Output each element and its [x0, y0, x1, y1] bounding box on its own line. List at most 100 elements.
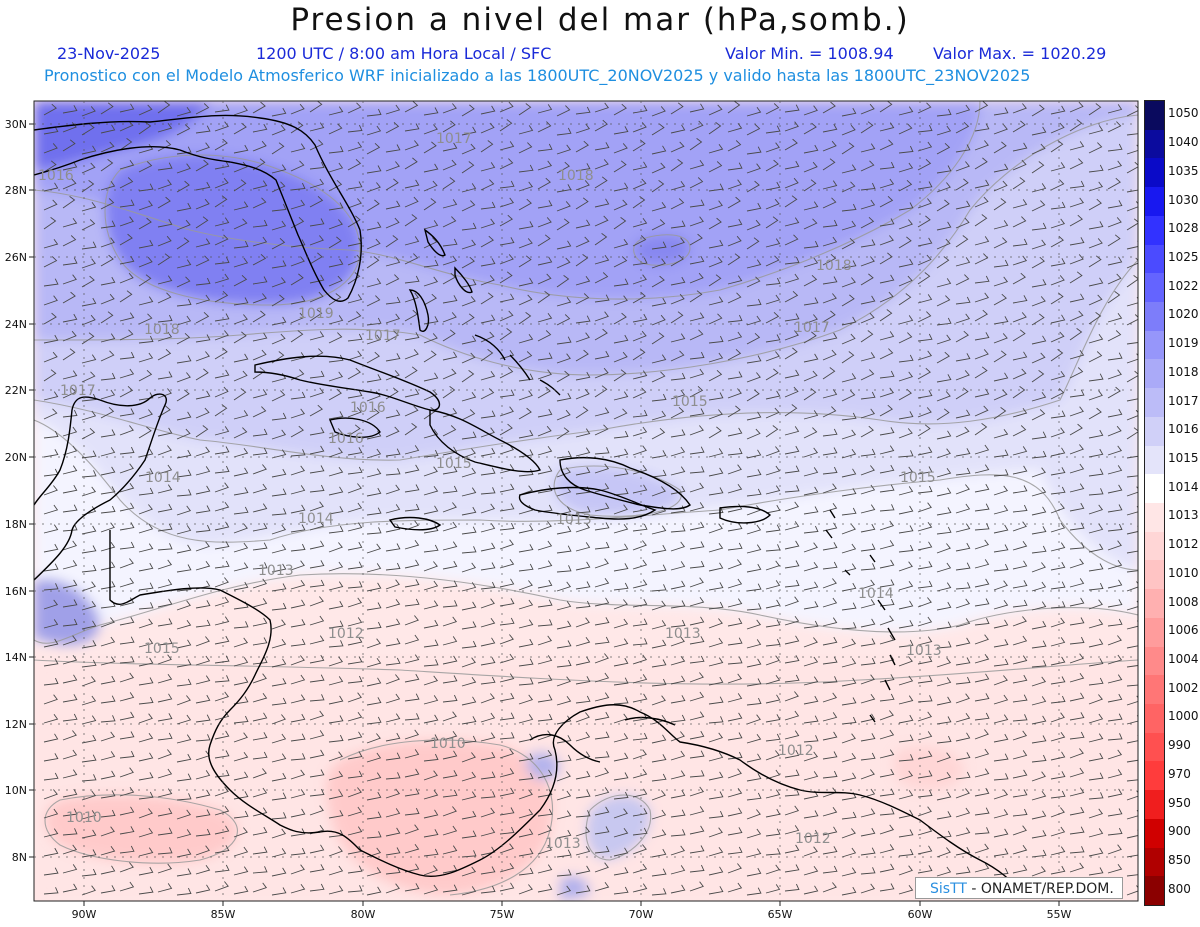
wind-barb	[423, 449, 439, 458]
wind-barb	[290, 160, 305, 172]
wind-barb	[898, 790, 914, 800]
wind-barb	[100, 715, 116, 723]
wind-barb	[404, 464, 420, 474]
wind-barb	[537, 521, 552, 532]
wind-barb	[176, 505, 192, 516]
wind-barb	[974, 405, 989, 417]
wind-barb	[1107, 523, 1123, 532]
wind-barb	[556, 353, 571, 364]
wind-barb	[157, 292, 172, 304]
wind-barb	[461, 256, 475, 269]
wind-barb	[670, 695, 686, 704]
wind-barb	[518, 678, 534, 686]
wind-barb	[670, 675, 686, 685]
wind-barb	[879, 559, 895, 569]
wind-barb	[898, 202, 914, 211]
wind-barb	[214, 596, 230, 607]
wind-barb	[860, 273, 874, 286]
colorbar-cell	[1145, 589, 1164, 619]
wind-barb	[670, 809, 686, 818]
wind-barb	[765, 198, 780, 210]
wind-barb	[271, 294, 285, 307]
wind-barb	[708, 562, 724, 572]
wind-barb	[138, 562, 154, 572]
wind-barb	[499, 254, 514, 265]
wind-barb	[632, 139, 646, 152]
wind-barb	[1126, 525, 1138, 535]
wind-barb	[100, 198, 115, 210]
wind-barb	[385, 638, 401, 647]
wind-barb	[1012, 674, 1028, 684]
wind-barb	[157, 768, 173, 779]
wind-barb	[290, 239, 306, 248]
wind-barb	[518, 867, 534, 876]
wind-barb	[385, 562, 401, 571]
wind-barb	[1031, 754, 1047, 763]
wind-barb	[233, 621, 249, 629]
wind-barb	[100, 770, 116, 780]
wind-barb	[575, 349, 589, 362]
wind-barb	[119, 502, 135, 512]
wind-barb	[366, 752, 382, 763]
wind-barb	[214, 501, 230, 512]
lat-label: 14N	[5, 651, 27, 664]
wind-barb	[898, 770, 914, 781]
wind-barb	[366, 142, 381, 155]
wind-barb	[765, 560, 781, 571]
wind-barb	[1069, 502, 1085, 512]
wind-barb	[765, 334, 781, 343]
wind-barb	[62, 694, 78, 703]
wind-barb	[898, 714, 914, 724]
wind-barb	[138, 618, 154, 629]
wind-barb	[43, 524, 59, 534]
wind-barb	[556, 695, 572, 706]
wind-barb	[1088, 582, 1104, 591]
wind-barb	[290, 560, 305, 571]
wind-barb	[1126, 869, 1138, 877]
wind-barb	[575, 254, 589, 267]
wind-barb	[993, 163, 1009, 173]
wind-barb	[727, 371, 743, 380]
lat-label: 30N	[5, 118, 27, 131]
wind-barb	[765, 351, 780, 362]
wind-barb	[252, 673, 267, 684]
wind-barb	[1126, 370, 1138, 383]
wind-barb	[993, 259, 1009, 268]
wind-barb	[917, 466, 933, 475]
wind-barb	[974, 634, 989, 645]
wind-barb	[62, 313, 78, 323]
wind-barb	[309, 730, 325, 740]
wind-barb	[176, 469, 192, 478]
wind-barb	[537, 330, 552, 342]
wind-barb	[81, 275, 95, 288]
wind-barb	[537, 485, 553, 494]
wind-barb	[765, 216, 779, 229]
wind-barb	[784, 445, 800, 455]
wind-barb	[195, 694, 211, 704]
wind-barb	[860, 103, 875, 115]
wind-barb	[1088, 255, 1102, 268]
wind-barb	[822, 806, 838, 817]
wind-barb	[480, 292, 494, 305]
wind-barb	[784, 256, 800, 265]
wind-barb	[1088, 543, 1104, 553]
wind-barb	[651, 314, 666, 326]
wind-barb	[480, 105, 496, 115]
wind-barb	[993, 124, 1008, 135]
wind-barb	[499, 158, 514, 170]
wind-barb	[917, 407, 932, 418]
wind-barb	[575, 676, 591, 685]
wind-barb	[803, 620, 819, 629]
wind-barb	[43, 143, 58, 154]
wind-barb	[594, 558, 609, 569]
wind-barb	[708, 846, 724, 857]
wind-barb	[575, 466, 591, 476]
wind-barb	[290, 504, 306, 514]
wind-barb	[499, 712, 515, 721]
wind-barb	[1069, 214, 1083, 227]
wind-barb	[176, 219, 191, 231]
wind-barb	[366, 716, 382, 725]
wind-barb	[404, 101, 419, 113]
wind-barb	[1107, 369, 1122, 380]
wind-barb	[1088, 277, 1104, 287]
